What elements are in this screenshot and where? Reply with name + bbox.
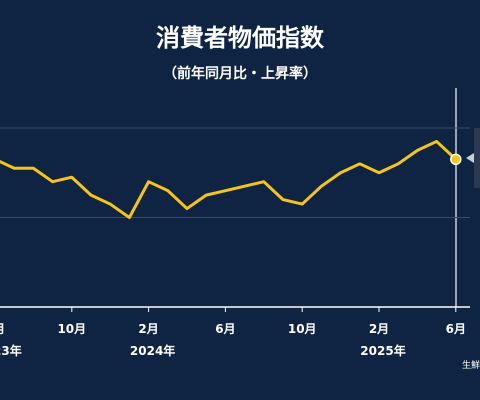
x-tick-label: 10月	[288, 322, 317, 336]
x-tick-label: 6月	[0, 322, 5, 336]
data-line	[0, 139, 457, 219]
year-label: 2025年	[360, 343, 405, 358]
x-tick-label: 2月	[138, 322, 158, 336]
x-tick-label: 2月	[369, 322, 389, 336]
chart-subtitle: （前年同月比・上昇率）	[163, 65, 317, 82]
x-tick-label: 6月	[215, 322, 235, 336]
end-point	[450, 153, 462, 166]
year-label: 2024年	[130, 343, 175, 358]
year-label: 2023年	[0, 343, 22, 358]
x-tick-label: 10月	[57, 322, 86, 336]
label-box	[474, 128, 480, 188]
label-pointer	[466, 153, 474, 163]
x-tick-label: 6月	[446, 322, 466, 336]
chart-title: 消費者物価指数	[156, 24, 325, 52]
source-note: 生鮮	[462, 359, 480, 371]
